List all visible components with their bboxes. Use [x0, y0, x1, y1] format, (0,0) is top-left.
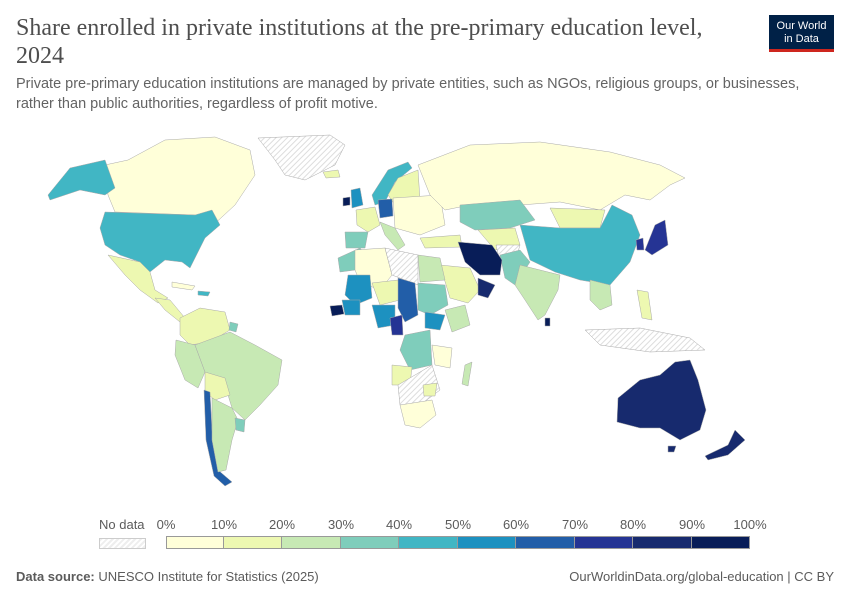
region-southeast-asia[interactable]: [589, 279, 613, 311]
legend-tick: 10%: [210, 517, 238, 532]
world-map[interactable]: [0, 130, 850, 510]
region-cuba[interactable]: [171, 281, 196, 291]
data-source-text[interactable]: UNESCO Institute for Statistics (2025): [98, 569, 319, 584]
region-philippines[interactable]: [636, 289, 653, 321]
legend-no-data-label: No data: [99, 517, 145, 532]
region-niger[interactable]: [371, 279, 401, 306]
region-france[interactable]: [355, 206, 381, 233]
region-indonesia[interactable]: [584, 327, 706, 353]
region-russia[interactable]: [417, 141, 686, 211]
region-mongolia[interactable]: [549, 207, 606, 229]
legend-bin-30-40[interactable]: [341, 536, 399, 549]
region-mexico[interactable]: [107, 254, 169, 304]
region-mali[interactable]: [344, 274, 373, 306]
region-australia[interactable]: [616, 359, 707, 441]
region-greenland[interactable]: [257, 134, 346, 181]
region-bolivia[interactable]: [204, 371, 231, 401]
data-source-label: Data source:: [16, 569, 95, 584]
region-norway[interactable]: [371, 161, 413, 206]
region-tasmania[interactable]: [667, 445, 677, 453]
legend-tick: 50%: [444, 517, 472, 532]
region-kazakhstan[interactable]: [459, 199, 536, 231]
region-south-sudan[interactable]: [424, 311, 446, 331]
legend-tick: 40%: [385, 517, 413, 532]
region-germany[interactable]: [377, 198, 394, 219]
legend-bin-10-20[interactable]: [224, 536, 282, 549]
chart-subtitle: Private pre-primary education institutio…: [16, 76, 800, 112]
region-saudi-arabia[interactable]: [439, 264, 481, 304]
legend-bin-80-90[interactable]: [633, 536, 692, 549]
logo-line-2: in Data: [784, 33, 819, 45]
legend-bin-20-30[interactable]: [282, 536, 341, 549]
legend-bin-40-50[interactable]: [399, 536, 458, 549]
region-guinea[interactable]: [329, 304, 345, 317]
region-guyana[interactable]: [228, 321, 239, 333]
region-chad[interactable]: [397, 277, 419, 323]
legend-tick: 20%: [268, 517, 296, 532]
region-south-africa[interactable]: [399, 399, 437, 429]
region-drc[interactable]: [399, 329, 433, 371]
region-india[interactable]: [514, 264, 561, 321]
legend-tick: 0%: [156, 517, 176, 532]
region-oman[interactable]: [477, 277, 496, 299]
color-legend: No data 0% 10% 20% 30% 40% 50% 60% 70% 8…: [96, 516, 776, 556]
legend-bin-70-80[interactable]: [575, 536, 633, 549]
region-usa[interactable]: [99, 209, 221, 273]
footer-url[interactable]: OurWorldinData.org/global-education | CC…: [569, 569, 834, 584]
region-chile[interactable]: [203, 389, 233, 487]
region-hispaniola[interactable]: [197, 290, 211, 297]
region-sudan[interactable]: [417, 282, 449, 316]
region-turkey[interactable]: [419, 234, 463, 249]
region-cameroon[interactable]: [389, 314, 404, 336]
chart-title: Share enrolled in private institutions a…: [16, 15, 703, 69]
region-spain[interactable]: [344, 231, 369, 249]
region-japan[interactable]: [644, 219, 669, 256]
region-madagascar[interactable]: [461, 361, 473, 387]
legend-tick: 90%: [678, 517, 706, 532]
region-iran[interactable]: [457, 241, 503, 276]
region-korea[interactable]: [635, 237, 645, 251]
legend-bin-60-70[interactable]: [516, 536, 575, 549]
region-canada[interactable]: [104, 136, 256, 229]
region-ethiopia[interactable]: [444, 304, 471, 333]
region-china[interactable]: [519, 204, 641, 286]
region-alaska[interactable]: [47, 159, 116, 201]
region-italy-balkans[interactable]: [379, 221, 406, 251]
legend-bin-50-60[interactable]: [458, 536, 516, 549]
legend-no-data-swatch[interactable]: [99, 538, 146, 549]
legend-tick: 60%: [502, 517, 530, 532]
region-argentina[interactable]: [211, 397, 239, 473]
owid-logo[interactable]: Our World in Data: [769, 15, 834, 52]
legend-tick: 70%: [561, 517, 589, 532]
legend-tick: 80%: [619, 517, 647, 532]
region-tanzania[interactable]: [431, 344, 453, 369]
legend-bin-90-100[interactable]: [692, 536, 750, 549]
legend-bin-0-10[interactable]: [166, 536, 224, 549]
region-west-africa[interactable]: [341, 299, 361, 316]
region-uk[interactable]: [350, 187, 364, 209]
logo-line-1: Our World: [776, 20, 827, 32]
region-new-zealand[interactable]: [704, 429, 746, 461]
region-uruguay[interactable]: [234, 417, 246, 433]
region-iceland[interactable]: [322, 169, 341, 179]
region-ireland[interactable]: [342, 196, 351, 207]
region-egypt[interactable]: [417, 254, 446, 283]
data-source: Data source: UNESCO Institute for Statis…: [16, 569, 319, 584]
region-zimbabwe[interactable]: [422, 382, 438, 397]
legend-tick: 30%: [327, 517, 355, 532]
legend-tick: 100%: [733, 517, 767, 532]
region-sri-lanka[interactable]: [544, 317, 551, 327]
